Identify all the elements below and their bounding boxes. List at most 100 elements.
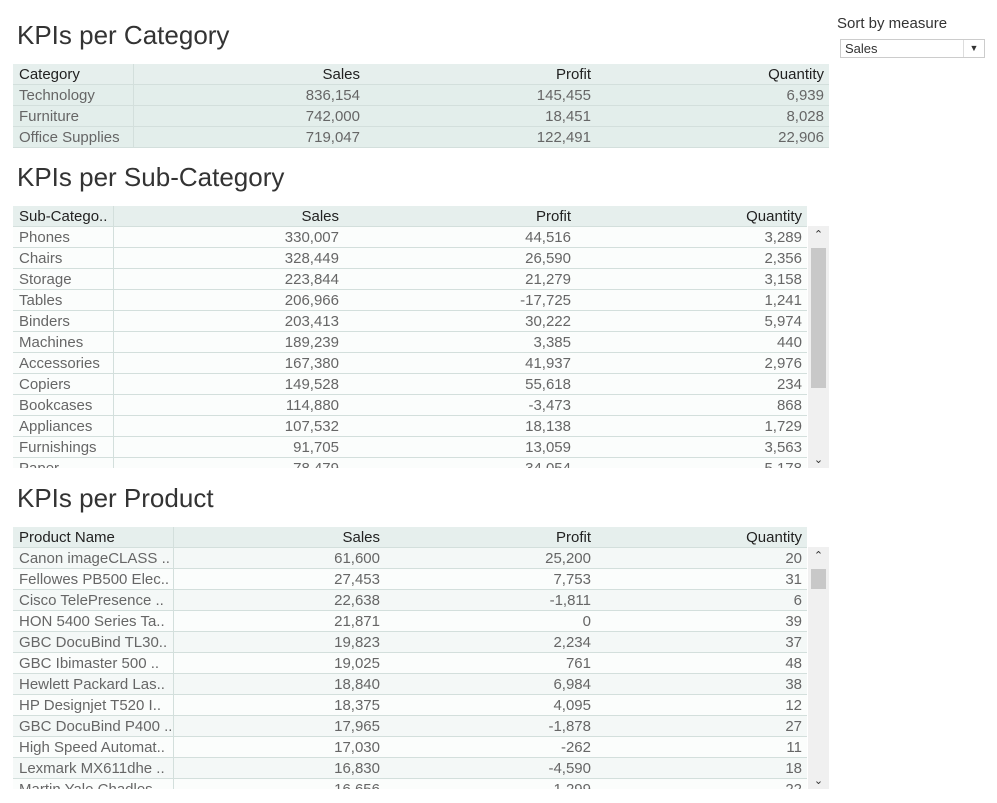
table-cell: 719,047 [305,129,360,146]
column-header: Category [19,66,80,83]
column-header: Quantity [768,66,824,83]
table-cell: -3,473 [528,397,571,414]
table-row [13,416,807,437]
table-cell: 122,491 [536,129,591,146]
table-cell: 18,840 [334,676,380,693]
table-cell: Technology [19,87,95,104]
table-cell: -1,878 [548,718,591,735]
table-cell: 25,200 [545,550,591,567]
table-row [13,716,807,737]
table-cell: 19,025 [334,655,380,672]
table-cell: 17,030 [334,739,380,756]
scroll-down[interactable]: ⌄ [813,454,824,466]
table-row [13,632,807,653]
table-cell: 18,375 [334,697,380,714]
table-cell: 5,178 [764,458,802,468]
table-cell: Fellowes PB500 Elec.. [19,571,170,588]
table-row [13,290,807,311]
column-header: Sales [301,208,339,225]
table-cell: 31 [785,571,802,588]
table-cell: -4,590 [548,760,591,777]
scroll-up[interactable]: ⌃ [813,229,824,241]
table-cell: 6 [793,592,802,609]
column-header: Profit [535,208,571,225]
table-cell: 41,937 [525,355,571,372]
table-row [13,227,807,248]
table-cell: 22,906 [778,129,824,146]
scroll-up[interactable]: ⌃ [813,550,824,562]
table-cell: 18 [785,760,802,777]
table-row [13,611,807,632]
table-cell: GBC DocuBind P400 .. [19,718,171,735]
table-row [13,395,807,416]
table-row [13,248,807,269]
table-cell: 114,880 [285,397,339,414]
column-header: Quantity [746,208,802,225]
section-title: KPIs per Sub-Category [17,162,285,192]
table-cell: 48 [785,655,802,672]
table-cell: Furniture [19,108,80,125]
table-row [13,374,807,395]
table-cell: 167,380 [284,355,339,372]
table-cell: 78,479 [293,458,339,468]
table-cell: GBC Ibimaster 500 .. [19,655,160,672]
header-row [13,64,829,85]
table-cell: 18,451 [545,108,591,125]
table-cell: Paper [19,458,111,468]
sort-selected: Sales [845,41,878,56]
section-title: KPIs per Product [17,483,214,513]
table-cell: Office Supplies [19,129,120,146]
table-cell: 1,729 [764,418,802,435]
sort-label: Sort by measure [837,15,948,32]
table-cell: Tables [19,292,63,309]
table-row [13,590,807,611]
table-row [13,269,807,290]
table-cell: -1,811 [549,592,591,609]
table-cell: 5,974 [764,313,802,330]
scroll-thumb[interactable] [811,569,826,589]
table-cell: 27,453 [334,571,380,588]
table-cell: 55,618 [525,376,571,393]
scrollbar[interactable]: ⌃ ⌄ [808,226,829,468]
table-cell: 21,871 [334,613,380,630]
table-cell: 3,158 [764,271,802,288]
table-cell: Copiers [19,376,71,393]
table-cell: 11 [786,739,802,756]
table-cell: Chairs [19,250,63,267]
table-cell: 206,966 [284,292,339,309]
table-row [13,353,807,374]
table-cell: Appliances [19,418,93,435]
table-row [13,779,807,789]
column-header: Sub-Catego.. [19,208,108,225]
table-cell: 2,356 [764,250,802,267]
table-cell: Hewlett Packard Las.. [19,676,165,693]
table-cell: 6,984 [553,676,591,693]
table-cell: 39 [785,613,802,630]
table-cell: 440 [776,334,802,351]
table-row [13,569,807,590]
table-row [13,737,807,758]
table-cell: 20 [785,550,802,567]
table-cell: -17,725 [520,292,571,309]
scroll-down[interactable]: ⌄ [813,775,824,787]
table-cell: 145,455 [536,87,591,104]
dropdown-arrow: ▼ [963,40,984,57]
header-row [13,527,807,548]
sort-dropdown[interactable]: Sales ▼ [840,39,985,58]
section-title: KPIs per Category [17,20,230,50]
scrollbar[interactable]: ⌃ ⌄ [808,547,829,789]
table-row [13,674,807,695]
column-header: Sales [322,66,360,83]
table-cell: GBC DocuBind TL30.. [19,634,168,651]
table-cell: 6,939 [786,87,824,104]
column-divider [173,527,174,789]
table-cell: 17,965 [334,718,380,735]
column-divider [113,206,114,468]
table-cell: 3,385 [533,334,571,351]
table-cell: 2,976 [764,355,802,372]
scroll-thumb[interactable] [811,248,826,388]
table-cell: Furnishings [19,439,97,456]
table-cell: 2,234 [553,634,591,651]
table-row [13,653,807,674]
table-cell: Cisco TelePresence .. [19,592,164,609]
